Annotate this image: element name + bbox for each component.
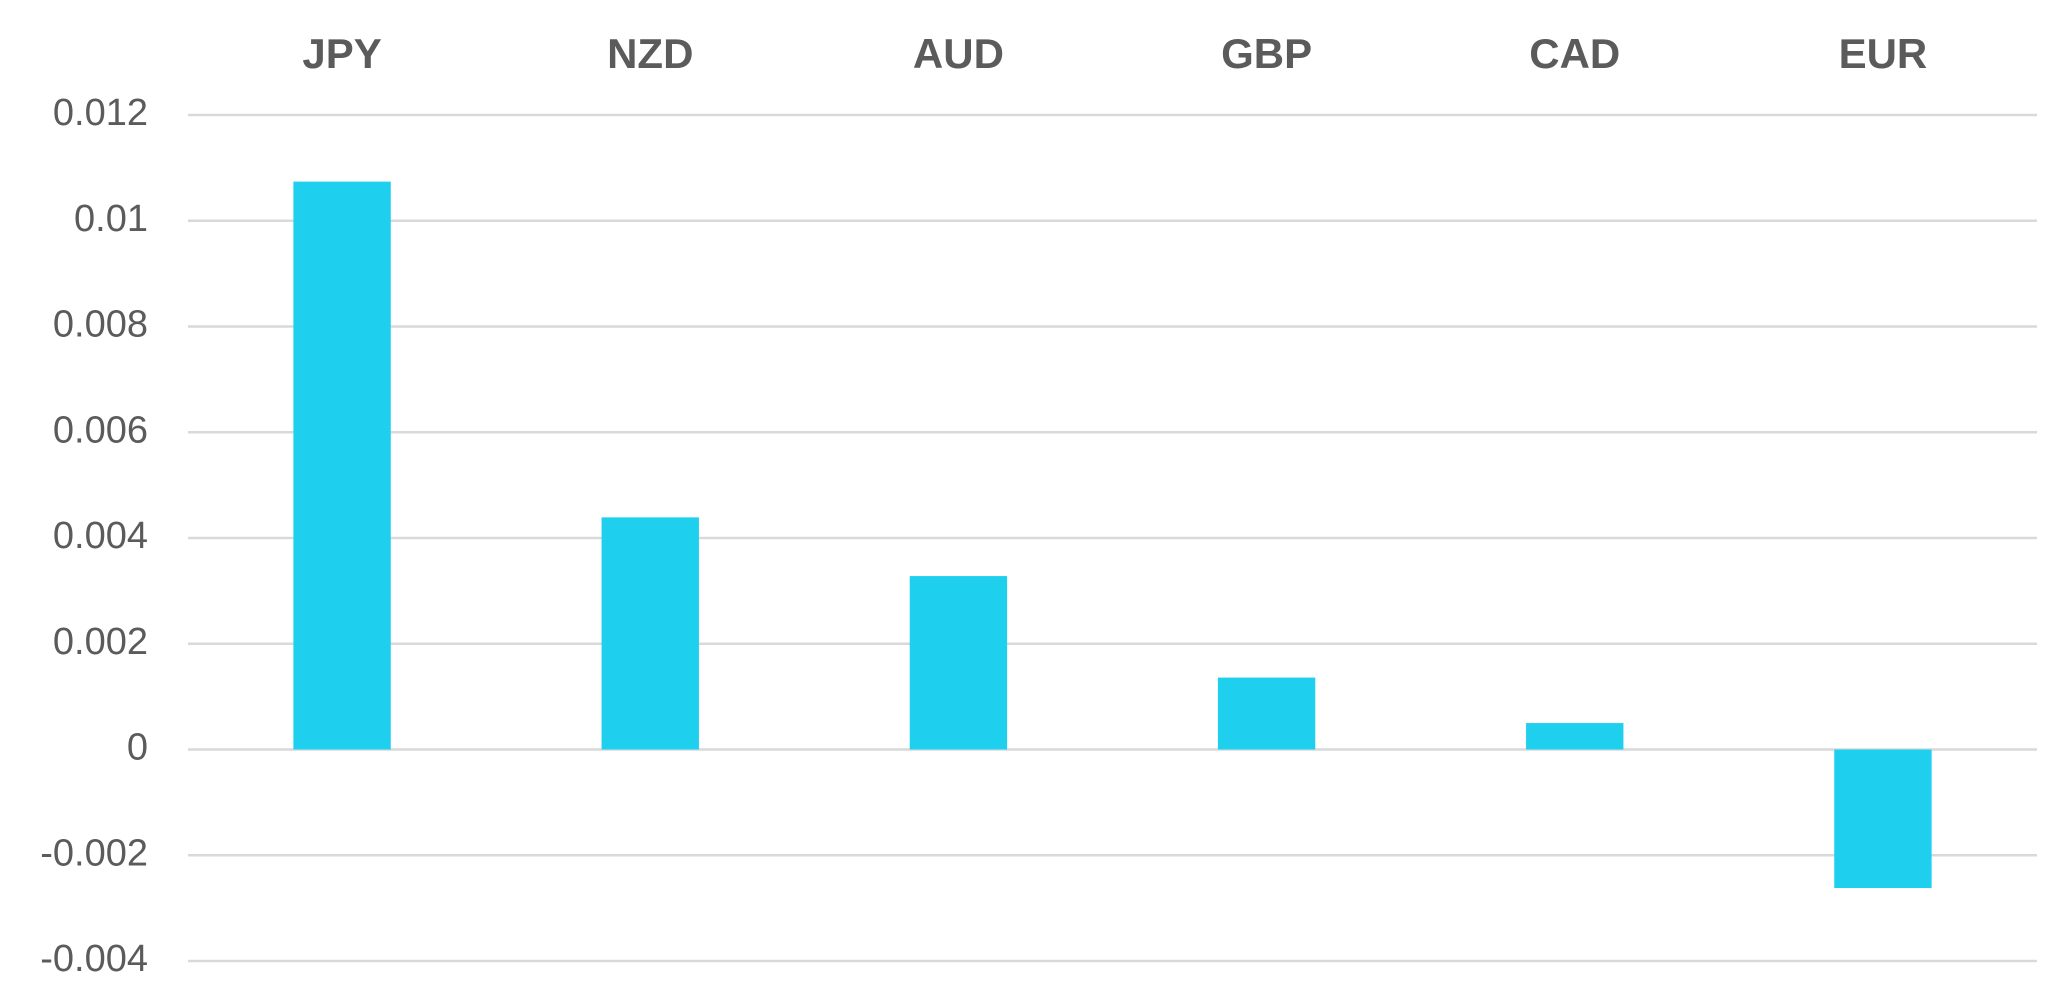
y-tick-label: 0.004 xyxy=(53,515,148,557)
bar xyxy=(601,517,699,750)
category-label: NZD xyxy=(607,30,693,77)
y-tick-label: 0.012 xyxy=(53,92,148,134)
y-tick-label: -0.004 xyxy=(40,938,148,980)
bar xyxy=(1834,749,1932,889)
y-tick-label: 0.008 xyxy=(53,304,148,346)
category-label: CAD xyxy=(1529,30,1620,77)
y-tick-label: 0.006 xyxy=(53,409,148,451)
bar xyxy=(293,181,391,750)
y-tick-label: 0.002 xyxy=(53,621,148,663)
category-label: AUD xyxy=(913,30,1004,77)
y-tick-label: -0.002 xyxy=(40,832,148,874)
bar xyxy=(1526,723,1624,750)
category-label: JPY xyxy=(302,30,381,77)
category-label: EUR xyxy=(1839,30,1928,77)
bar xyxy=(909,576,1008,750)
category-label: GBP xyxy=(1221,30,1312,77)
y-tick-label: 0 xyxy=(127,727,148,769)
bar xyxy=(1217,677,1316,750)
y-tick-label: 0.01 xyxy=(74,198,148,240)
